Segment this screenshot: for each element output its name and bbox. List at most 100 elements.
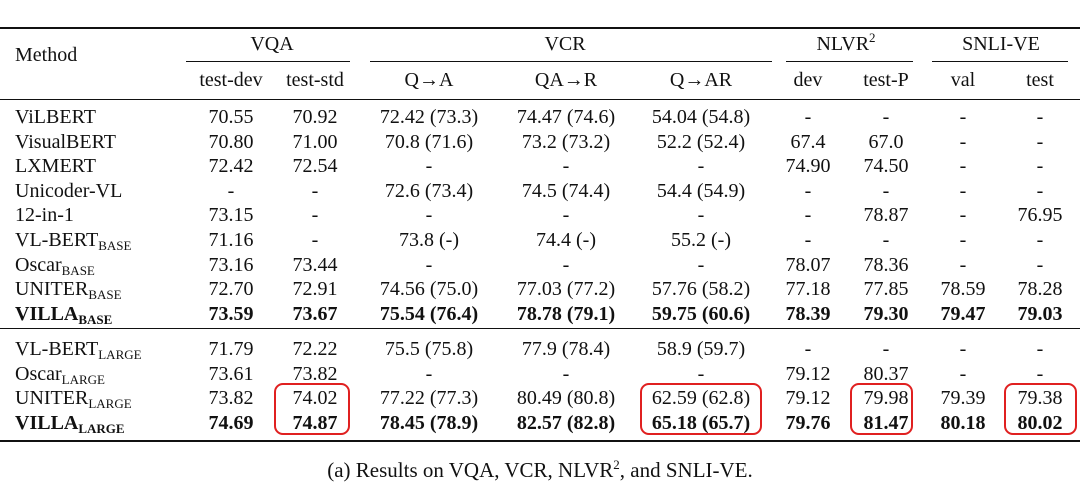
table-cell: 81.47 — [863, 411, 909, 434]
table-cell: 52.2 (52.4) — [656, 130, 746, 153]
caption-superscript: 2 — [613, 457, 620, 472]
table-cell: - — [959, 130, 967, 153]
table-cell: 78.07 — [785, 253, 831, 276]
table-cell: - — [1036, 338, 1044, 360]
table-cell: 79.03 — [1017, 302, 1063, 325]
method-size-subscript: LARGE — [61, 371, 105, 387]
table-cell: 74.90 — [785, 155, 831, 178]
method-label: UNITER — [15, 387, 89, 410]
table-cell: 80.18 — [940, 411, 986, 434]
table-cell: 71.79 — [208, 338, 254, 360]
table-cell: 74.47 (74.6) — [516, 106, 616, 128]
method-size-subscript: BASE — [61, 262, 95, 278]
group-header-superscript: 2 — [869, 30, 876, 45]
table-cell: 74.56 (75.0) — [379, 278, 479, 301]
highlight-box — [850, 383, 913, 435]
method-name: VILLALARGE — [15, 411, 125, 435]
method-name: VILLABASE — [15, 302, 112, 326]
method-name: OscarLARGE — [15, 362, 105, 386]
table-cell: - — [959, 229, 967, 251]
table-cell: 65.18 (65.7) — [651, 411, 751, 434]
table-cell: - — [1036, 362, 1044, 385]
table-cell: 73.2 (73.2) — [521, 130, 611, 153]
table-cell: - — [562, 155, 570, 178]
table-cell: 72.91 — [292, 278, 338, 301]
table-cell: 80.02 — [1017, 411, 1063, 434]
table-cell: 75.5 (75.8) — [384, 338, 474, 360]
header-rule — [0, 99, 1080, 101]
method-label: VL-BERT — [15, 229, 99, 251]
method-name: ViLBERT — [15, 105, 96, 129]
table-cell: 57.76 (58.2) — [651, 278, 751, 301]
method-label: Oscar — [15, 253, 62, 276]
table-cell: 74.87 — [292, 411, 338, 434]
table-cell: 77.03 (77.2) — [516, 278, 616, 301]
table-cell: - — [804, 229, 812, 251]
table-cell: 72.42 — [208, 155, 254, 178]
table-cell: 72.54 — [292, 155, 338, 178]
table-cell: 58.9 (59.7) — [656, 338, 746, 360]
column-header: Q→AR — [669, 69, 733, 91]
caption-suffix: , and SNLI-VE. — [619, 458, 753, 482]
table-cell: 78.59 — [940, 278, 986, 301]
method-size-subscript: BASE — [78, 311, 113, 327]
table-cell: 70.55 — [208, 106, 254, 128]
method-name: VL-BERTBASE — [15, 228, 131, 252]
table-cell: - — [959, 253, 967, 276]
method-name: VisualBERT — [15, 130, 116, 154]
table-cell: 82.57 (82.8) — [516, 411, 616, 434]
table-cell: 78.28 — [1017, 278, 1063, 301]
column-header: QA→R — [534, 69, 598, 91]
method-name: Unicoder-VL — [15, 179, 122, 203]
method-name: UNITERLARGE — [15, 386, 132, 410]
table-cell: 74.69 — [208, 411, 254, 434]
table-cell: - — [425, 362, 433, 385]
table-cell: 79.30 — [863, 302, 909, 325]
method-size-subscript: LARGE — [78, 420, 125, 436]
highlight-box — [1004, 383, 1077, 435]
table-cell: - — [697, 204, 705, 227]
table-cell: 77.9 (78.4) — [521, 338, 611, 360]
table-cell: - — [311, 179, 319, 202]
table-cell: 74.02 — [292, 387, 338, 410]
table-cell: 72.6 (73.4) — [384, 179, 474, 202]
group-underline — [186, 61, 350, 62]
table-cell: - — [959, 179, 967, 202]
table-cell: 73.67 — [292, 302, 338, 325]
method-label: 12-in-1 — [15, 204, 74, 227]
method-label: ViLBERT — [15, 106, 96, 128]
method-label: LXMERT — [15, 155, 97, 178]
method-label: Oscar — [15, 362, 62, 385]
table-cell: 78.39 — [785, 302, 831, 325]
table-cell: - — [1036, 253, 1044, 276]
table-cell: 77.18 — [785, 278, 831, 301]
column-header: Q→A — [404, 69, 454, 91]
table-cell: - — [425, 253, 433, 276]
table-cell: 80.49 (80.8) — [516, 387, 616, 410]
column-header: test-std — [286, 69, 344, 91]
table-cell: 54.4 (54.9) — [656, 179, 746, 202]
table-cell: 59.75 (60.6) — [651, 302, 751, 325]
table-cell: 70.8 (71.6) — [384, 130, 474, 153]
table-cell: 70.80 — [208, 130, 254, 153]
column-header: test-P — [863, 69, 909, 91]
group-underline — [786, 61, 913, 62]
table-cell: - — [804, 338, 812, 360]
caption-prefix: (a) Results on VQA, VCR, NLVR — [327, 458, 614, 482]
table-cell: - — [882, 229, 890, 251]
group-header-label: SNLI-VE — [962, 33, 1040, 55]
table-cell: 73.82 — [292, 362, 338, 385]
table-cell: 62.59 (62.8) — [651, 387, 751, 410]
top-rule — [0, 27, 1080, 29]
table-cell: 78.36 — [863, 253, 909, 276]
table-caption: (a) Results on VQA, VCR, NLVR2, and SNLI… — [0, 457, 1080, 483]
group-header: VCR — [544, 32, 585, 56]
table-cell: - — [562, 362, 570, 385]
group-header-label: VQA — [250, 33, 294, 55]
table-cell: 73.82 — [208, 387, 254, 410]
table-cell: - — [1036, 179, 1044, 202]
table-cell: - — [227, 179, 235, 202]
table-cell: - — [959, 338, 967, 360]
table-cell: 71.00 — [292, 130, 338, 153]
